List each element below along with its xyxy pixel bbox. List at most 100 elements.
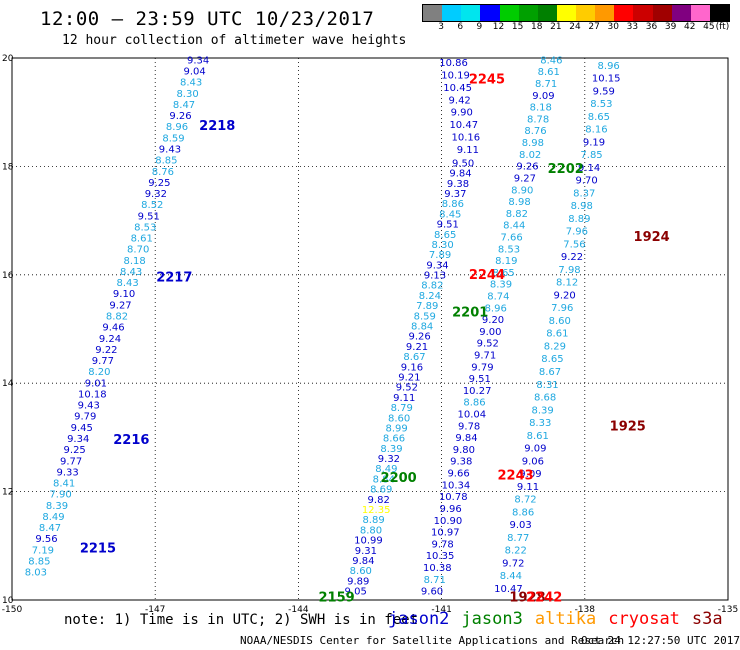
- swh-value: 8.47: [39, 523, 61, 534]
- color-scale-tick: 15: [511, 22, 524, 32]
- satellite-legend: jason2 jason3 altika cryosat s3a: [388, 609, 735, 629]
- swh-value: 9.19: [583, 137, 605, 148]
- swh-value: 9.09: [519, 469, 541, 480]
- swh-value: 9.42: [449, 95, 471, 106]
- swh-value: 9.04: [183, 67, 205, 78]
- swh-value: 8.66: [383, 434, 405, 445]
- swh-value: 8.60: [549, 316, 571, 327]
- swh-value: 8.71: [535, 79, 557, 90]
- swh-value: 8.85: [155, 156, 177, 167]
- swh-value: 9.43: [78, 401, 100, 412]
- swh-value: 9.01: [85, 378, 107, 389]
- swh-value: 8.20: [88, 367, 110, 378]
- swh-value: 9.51: [138, 211, 160, 222]
- color-swatch: [709, 5, 729, 21]
- swh-value: 8.67: [403, 352, 425, 363]
- swh-value: 8.61: [538, 67, 560, 78]
- pass-time-label: 2245: [469, 73, 505, 88]
- swh-value: 9.09: [532, 91, 554, 102]
- swh-value: 8.82: [506, 209, 528, 220]
- color-swatch: [556, 5, 576, 21]
- pass-time-label: 1925: [610, 420, 646, 435]
- swh-value: 9.10: [113, 289, 135, 300]
- swh-value: 8.47: [173, 100, 195, 111]
- lon-tick-label: -147: [145, 605, 165, 615]
- swh-value: 8.77: [507, 533, 529, 544]
- lon-tick-label: -144: [288, 605, 309, 615]
- swh-value: 8.85: [28, 556, 50, 567]
- color-scale-tick: 27: [588, 22, 600, 32]
- swh-value: 9.22: [561, 252, 583, 263]
- page-title: 12:00 – 23:59 UTC 10/23/2017: [40, 8, 375, 30]
- swh-value: 8.69: [370, 485, 392, 496]
- satellite-legend-item: jason2: [388, 609, 450, 629]
- swh-value: 9.50: [452, 158, 474, 169]
- pass-time-label: 1924: [634, 230, 670, 245]
- color-swatch: [442, 5, 462, 21]
- swh-value: 7.85: [580, 150, 602, 161]
- swh-value: 8.45: [439, 209, 461, 220]
- swh-value: 8.96: [485, 303, 507, 314]
- swh-value: 8.53: [134, 222, 156, 233]
- color-swatch: [423, 5, 443, 21]
- swh-value: 9.84: [449, 169, 471, 180]
- swh-value: 7.90: [49, 490, 71, 501]
- swh-value: 10.27: [463, 386, 492, 397]
- swh-value: 8.16: [585, 125, 607, 136]
- color-scale-tick: 42: [684, 22, 696, 32]
- swh-value: 8.39: [490, 280, 512, 291]
- pass-time-label: 2202: [548, 162, 584, 177]
- swh-value: 8.18: [124, 256, 146, 267]
- color-swatch: [690, 5, 710, 21]
- swh-value: 10.38: [423, 563, 452, 574]
- swh-value: 10.78: [439, 492, 468, 503]
- swh-value: 9.16: [401, 362, 423, 373]
- footnote: note: 1) Time is in UTC; 2) SWH is in fe…: [64, 612, 419, 628]
- swh-value: 10.35: [426, 551, 455, 562]
- pass-time-label: 2242: [526, 590, 562, 605]
- swh-value: 8.60: [388, 413, 410, 424]
- swh-value: 10.34: [442, 480, 471, 491]
- swh-value: 9.71: [474, 351, 496, 362]
- swh-value: 8.59: [414, 311, 436, 322]
- swh-value: 9.13: [424, 271, 446, 282]
- swh-value: 8.89: [568, 214, 590, 225]
- swh-value: 9.06: [522, 456, 544, 467]
- swh-value: 9.72: [502, 558, 524, 569]
- color-scale-tick: 39: [664, 22, 677, 32]
- swh-value: 8.22: [505, 546, 527, 557]
- swh-value: 8.43: [116, 278, 138, 289]
- color-swatch: [671, 5, 691, 21]
- swh-value: 9.43: [159, 144, 181, 155]
- swh-value: 9.20: [482, 315, 504, 326]
- color-scale-tick: 21: [550, 22, 562, 32]
- color-swatch: [595, 5, 615, 21]
- color-scale-tick: 33: [626, 22, 639, 32]
- swh-value: 10.15: [592, 74, 621, 85]
- color-scale-labels: 3 6 9 12 15 18 21 24 27 30 33 36 39 42 45 (ft): [422, 22, 729, 34]
- lon-tick-label: -135: [718, 605, 738, 615]
- swh-value: 7.89: [416, 301, 438, 312]
- swh-value: 9.25: [64, 445, 86, 456]
- swh-value: 8.30: [431, 240, 453, 251]
- swh-value: 7.98: [558, 265, 580, 276]
- swh-value: 9.77: [92, 356, 114, 367]
- swh-value: 8.71: [424, 575, 446, 586]
- color-swatch: [461, 5, 481, 21]
- pass-time-label: 2201: [452, 306, 488, 321]
- swh-value: 10.97: [431, 528, 460, 539]
- swh-value: 9.34: [67, 434, 89, 445]
- swh-value: 8.61: [527, 431, 549, 442]
- swh-value: 8.74: [487, 291, 509, 302]
- swh-value: 8.99: [385, 423, 407, 434]
- color-scale-tick: 45: [703, 22, 715, 32]
- swh-value: 9.37: [444, 189, 466, 200]
- swh-value: 8.86: [442, 199, 464, 210]
- swh-value: 8.30: [176, 89, 198, 100]
- lat-tick-label: 18: [2, 162, 14, 172]
- color-swatch: [499, 5, 519, 21]
- swh-value: 8.18: [530, 103, 552, 114]
- color-swatch: [518, 5, 538, 21]
- swh-value: 8.60: [350, 566, 372, 577]
